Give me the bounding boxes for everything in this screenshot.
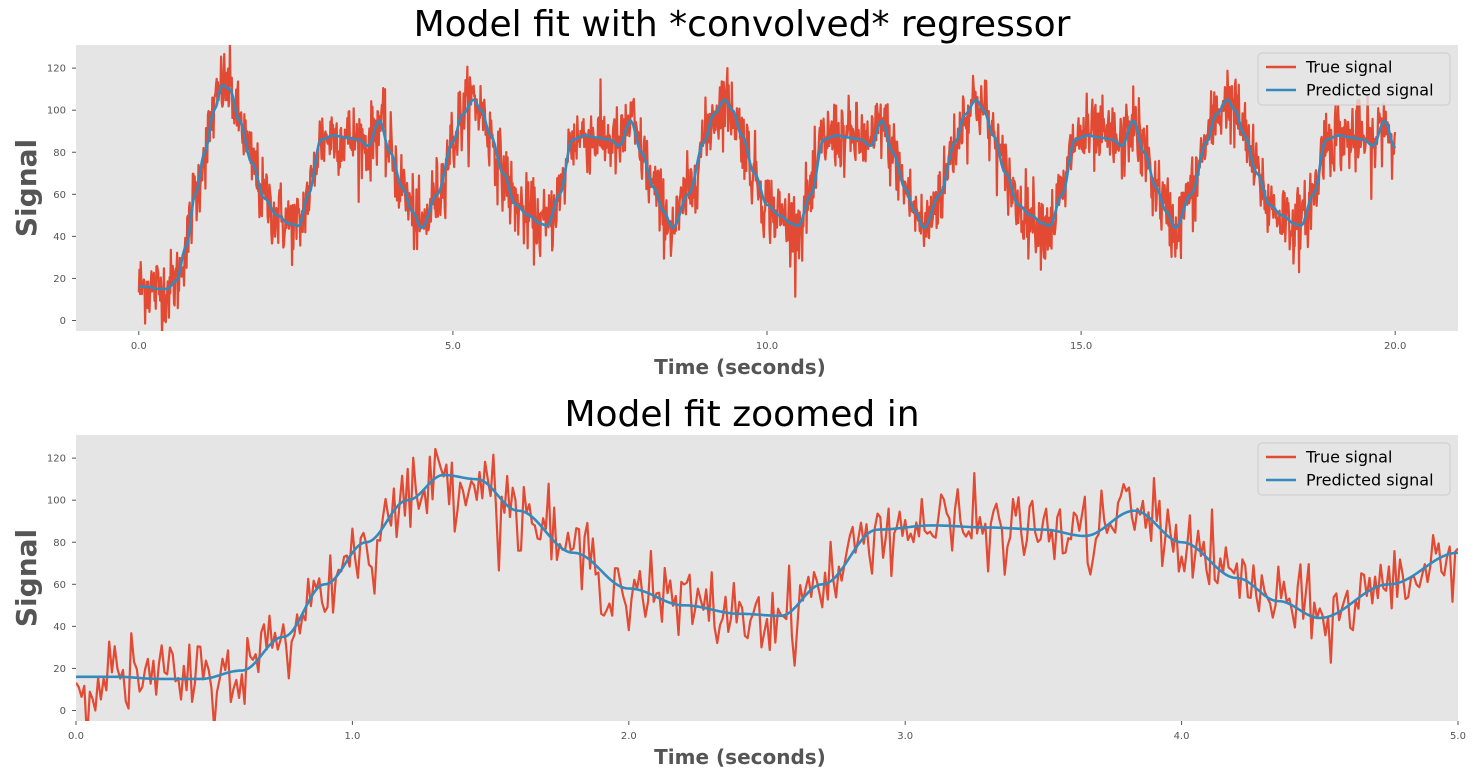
legend-box (1257, 442, 1451, 496)
x-tick-label: 5.0 (445, 341, 461, 352)
x-tick-label: 0.0 (68, 731, 84, 742)
x-tick-label: 4.0 (1174, 731, 1190, 742)
legend-label: True signal (1305, 448, 1392, 467)
x-tick-label: 5.0 (1450, 731, 1466, 742)
y-tick-label: 20 (53, 664, 66, 675)
legend-label: Predicted signal (1306, 81, 1434, 100)
predicted-signal-line (76, 473, 1458, 681)
y-tick-label: 100 (47, 496, 66, 507)
predicted-signal-line (138, 83, 1397, 291)
legend-box (1257, 52, 1451, 106)
legend: True signal Predicted signal (1257, 52, 1451, 106)
x-tick-label: 20.0 (1384, 341, 1406, 352)
x-tick-label: 2.0 (621, 731, 637, 742)
x-tick-label: 15.0 (1070, 341, 1092, 352)
y-tick-label: 20 (53, 274, 66, 285)
legend: True signal Predicted signal (1257, 442, 1451, 496)
y-tick-label: 80 (53, 538, 66, 549)
y-axis-label: Signal (10, 139, 43, 237)
legend-label: Predicted signal (1306, 471, 1434, 490)
x-tick-label: 0.0 (131, 341, 147, 352)
chart-panel-2: Model fit zoomed in 0.0 1.0 2.0 3.0 4.0 5.0 0 20… (10, 394, 1466, 769)
y-tick-label: 0 (60, 316, 66, 327)
y-tick-label: 60 (53, 190, 66, 201)
y-axis-label: Signal (10, 529, 43, 627)
y-tick-label: 80 (53, 148, 66, 159)
y-tick-label: 100 (47, 106, 66, 117)
plot-area (76, 435, 1458, 721)
x-tick-label: 3.0 (897, 731, 913, 742)
true-signal-line (137, 45, 1397, 331)
chart-title: Model fit with *convolved* regressor (414, 4, 1071, 45)
x-tick-label: 10.0 (756, 341, 778, 352)
legend-label: True signal (1305, 58, 1392, 77)
y-tick-label: 120 (47, 454, 66, 465)
chart-panel-1: Model fit with *convolved* regressor 0.0 5… (10, 4, 1458, 379)
x-axis-label: Time (seconds) (654, 745, 826, 769)
y-tick-label: 60 (53, 580, 66, 591)
chart-title: Model fit zoomed in (564, 394, 919, 435)
y-tick-label: 120 (47, 64, 66, 75)
y-tick-label: 40 (53, 622, 66, 633)
x-tick-label: 1.0 (344, 731, 360, 742)
y-tick-label: 40 (53, 232, 66, 243)
y-tick-label: 0 (60, 706, 66, 717)
x-axis-label: Time (seconds) (654, 355, 826, 379)
